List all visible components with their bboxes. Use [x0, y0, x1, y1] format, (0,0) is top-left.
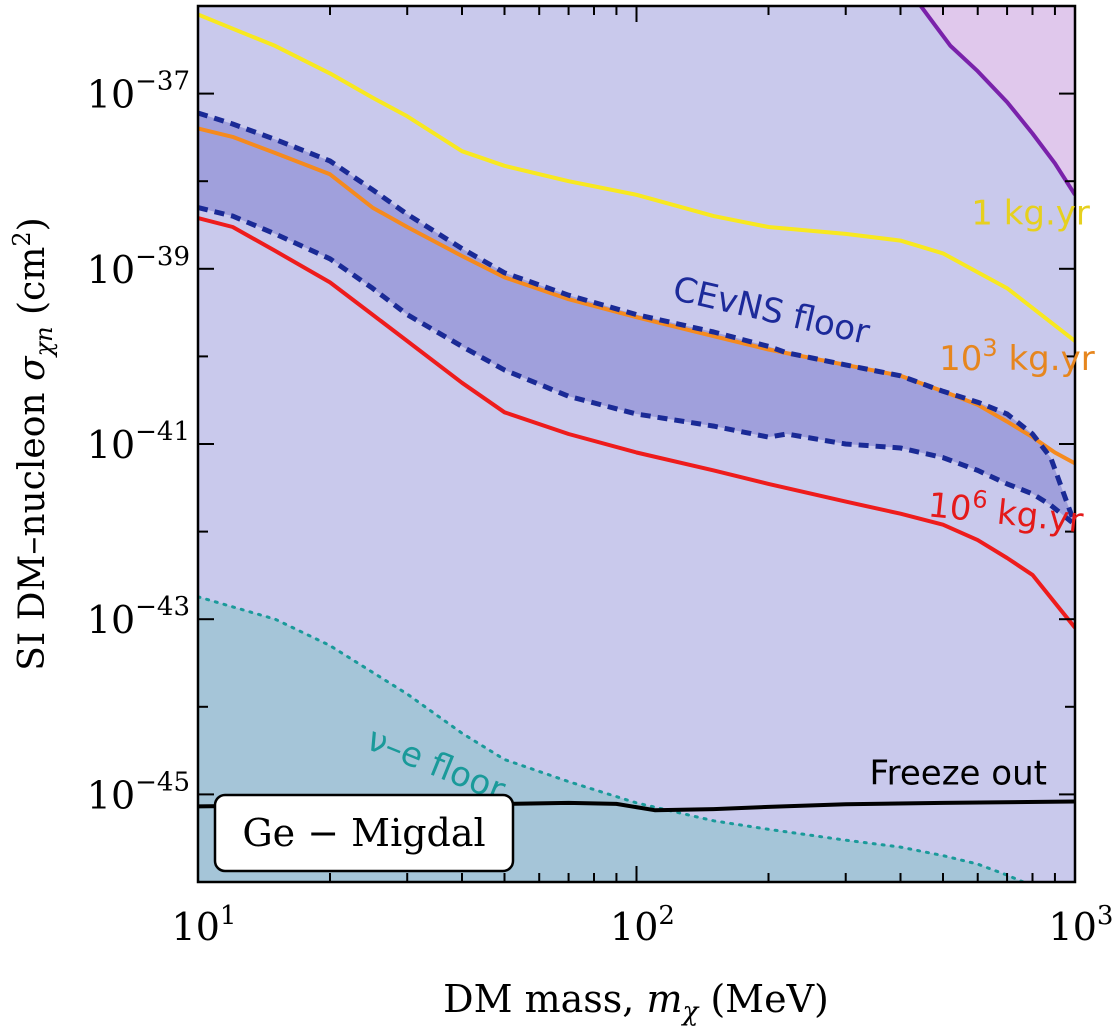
y-tick-label: 10−39 [87, 242, 190, 292]
x-tick-label: 103 [1049, 901, 1112, 949]
y-tick-label: 10−41 [87, 417, 190, 467]
y-tick-label: 10−37 [87, 67, 190, 117]
legend-box: Ge − Migdal [213, 793, 515, 873]
y-tick-label: 10−43 [87, 592, 190, 642]
curve-ge_1kgyr [198, 12, 1075, 343]
curve-purple_bound [919, 6, 1075, 196]
y-tick-label: 10−45 [87, 767, 190, 817]
x-tick-label: 101 [172, 901, 237, 949]
curve-nu_e_floor [198, 595, 1027, 882]
curve-ge_1e6kgyr [198, 216, 1075, 629]
label_1kgyr: 1 kg.yr [971, 194, 1090, 234]
label_freeze: Freeze out [870, 753, 1047, 793]
label_1e3kgyr: 103 kg.yr [939, 334, 1095, 379]
tick-labels: 101 102 103 10−37 10−39 10−41 10−43 10−45 [87, 67, 1112, 949]
x-tick-label: 102 [610, 901, 675, 949]
y-axis-label: SI DM–nucleon σχn (cm2) [8, 217, 58, 670]
legend-box-frame [213, 793, 515, 873]
curve-cevns_upper [198, 110, 1075, 526]
curve-ge_1e3kgyr [198, 126, 1075, 466]
x-axis-label: DM mass, mχ (MeV) [443, 977, 829, 1026]
legend-box-text: Ge − Migdal [242, 811, 485, 855]
plot-frame [196, 4, 1077, 884]
curve-cevns_lower [198, 205, 1075, 527]
